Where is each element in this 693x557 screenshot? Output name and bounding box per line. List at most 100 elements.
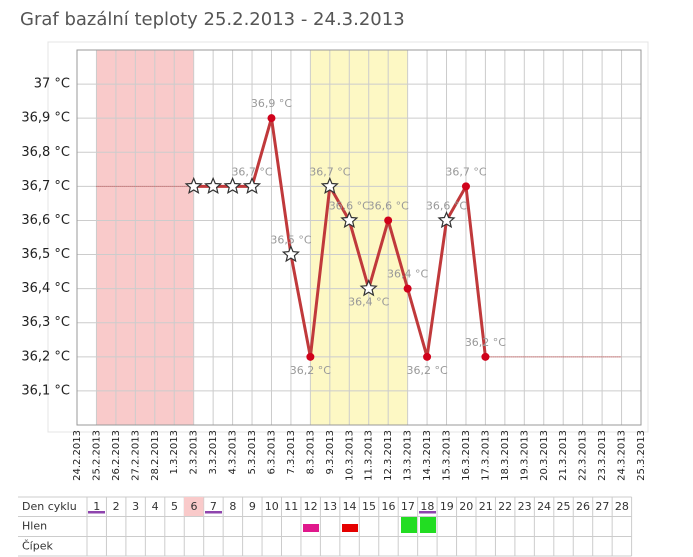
day-number: 22	[498, 500, 512, 513]
star-marker	[184, 176, 203, 195]
x-tick-label: 10.3.2013	[344, 430, 355, 481]
x-tick-label: 18.3.2013	[500, 430, 511, 481]
data-label: 36,5 °C	[270, 234, 311, 247]
day-number: 2	[113, 500, 120, 513]
x-tick-label: 1.3.2013	[169, 430, 180, 475]
x-tick-label: 13.3.2013	[403, 430, 414, 481]
day-number: 21	[479, 500, 493, 513]
dot-marker	[423, 352, 432, 361]
day-number: 18	[420, 500, 434, 513]
day-number: 8	[229, 500, 236, 513]
hlen-mark	[342, 524, 358, 532]
dot-marker	[481, 352, 490, 361]
chart-title: Graf bazální teploty 25.2.2013 - 24.3.20…	[20, 9, 405, 30]
background	[76, 50, 642, 425]
day-number: 24	[537, 500, 551, 513]
x-tick-label: 28.2.2013	[150, 430, 161, 481]
data-label: 36,6 °C	[329, 199, 370, 212]
x-tick-label: 24.3.2013	[617, 430, 628, 481]
data-label: 36,2 °C	[406, 364, 447, 377]
x-tick-label: 11.3.2013	[364, 430, 375, 481]
data-label: 36,6 °C	[368, 199, 409, 212]
y-tick-label: 36,1 °C	[21, 383, 70, 398]
x-tick-label: 21.3.2013	[558, 430, 569, 481]
x-tick-label: 7.3.2013	[286, 430, 297, 475]
day-number: 20	[459, 500, 473, 513]
star-marker	[437, 210, 456, 229]
y-tick-label: 36,6 °C	[21, 213, 70, 228]
x-tick-label: 8.3.2013	[305, 430, 316, 475]
line	[193, 116, 487, 359]
x-tick-label: 12.3.2013	[383, 430, 394, 481]
cycle-table	[18, 496, 633, 557]
row-label: Čípek	[22, 539, 53, 552]
row-label: Hlen	[22, 520, 47, 533]
x-tick-label: 23.3.2013	[597, 430, 608, 481]
x-tick-label: 17.3.2013	[480, 430, 491, 481]
x-tick-label: 14.3.2013	[422, 430, 433, 481]
day-number: 16	[381, 500, 395, 513]
x-tick-label: 20.3.2013	[539, 430, 550, 481]
x-tick-label: 9.3.2013	[325, 430, 336, 475]
dot-marker	[384, 216, 393, 225]
hlen-mark	[401, 517, 417, 533]
day-number: 19	[440, 500, 454, 513]
row-label: Den cyklu	[22, 500, 77, 513]
y-tick-label: 36,7 °C	[21, 179, 70, 194]
y-tick-label: 37 °C	[34, 77, 70, 92]
x-tick-label: 19.3.2013	[519, 430, 530, 481]
day-number: 7	[210, 500, 217, 513]
data-label: 36,7 °C	[231, 165, 272, 178]
x-tick-label: 16.3.2013	[461, 430, 472, 481]
day-number: 23	[518, 500, 532, 513]
day-number: 25	[557, 500, 571, 513]
star-marker	[223, 176, 242, 195]
day-number: 3	[132, 500, 139, 513]
x-tick-label: 5.3.2013	[247, 430, 258, 475]
y-tick-label: 36,5 °C	[21, 247, 70, 262]
band	[96, 50, 194, 425]
star-marker	[242, 176, 262, 195]
hlen-mark	[420, 517, 436, 533]
day-number: 9	[249, 500, 256, 513]
day-underline	[88, 511, 105, 514]
x-tick-label: 4.3.2013	[228, 430, 239, 475]
day-number: 11	[284, 500, 298, 513]
y-tick-label: 36,3 °C	[21, 315, 70, 330]
data-label: 36,2 °C	[290, 364, 331, 377]
x-tick-label: 25.3.2013	[636, 430, 647, 481]
data-label: 36,9 °C	[251, 97, 292, 110]
x-tick-label: 22.3.2013	[578, 430, 589, 481]
y-tick-label: 36,2 °C	[21, 349, 70, 364]
day-number: 5	[171, 500, 178, 513]
star-marker	[281, 244, 300, 263]
dot-marker	[403, 284, 412, 293]
day-underline	[419, 511, 436, 514]
day-underline	[205, 511, 222, 514]
plot-border	[76, 49, 642, 426]
chart-frame	[47, 41, 649, 433]
day-number: 17	[401, 500, 415, 513]
star-marker	[359, 279, 378, 297]
y-tick-label: 36,8 °C	[21, 145, 70, 160]
day-number: 13	[323, 500, 337, 513]
y-tick-label: 36,9 °C	[21, 111, 70, 126]
x-tick-label: 26.2.2013	[111, 430, 122, 481]
data-label: 36,7 °C	[445, 165, 486, 178]
day-number: 28	[615, 500, 629, 513]
table-marks	[88, 497, 436, 533]
day-number: 10	[265, 500, 279, 513]
data-label: 36,6 °C	[426, 199, 467, 212]
star-marker	[320, 176, 339, 195]
dot-marker	[461, 182, 470, 191]
hlen-mark	[303, 524, 319, 532]
day-number: 15	[362, 500, 376, 513]
day-number: 27	[595, 500, 609, 513]
star-marker	[340, 210, 359, 229]
data-label: 36,2 °C	[465, 336, 506, 349]
data-label: 36,7 °C	[309, 165, 350, 178]
x-tick-label: 6.3.2013	[266, 430, 277, 475]
x-tick-label: 2.3.2013	[189, 430, 200, 475]
